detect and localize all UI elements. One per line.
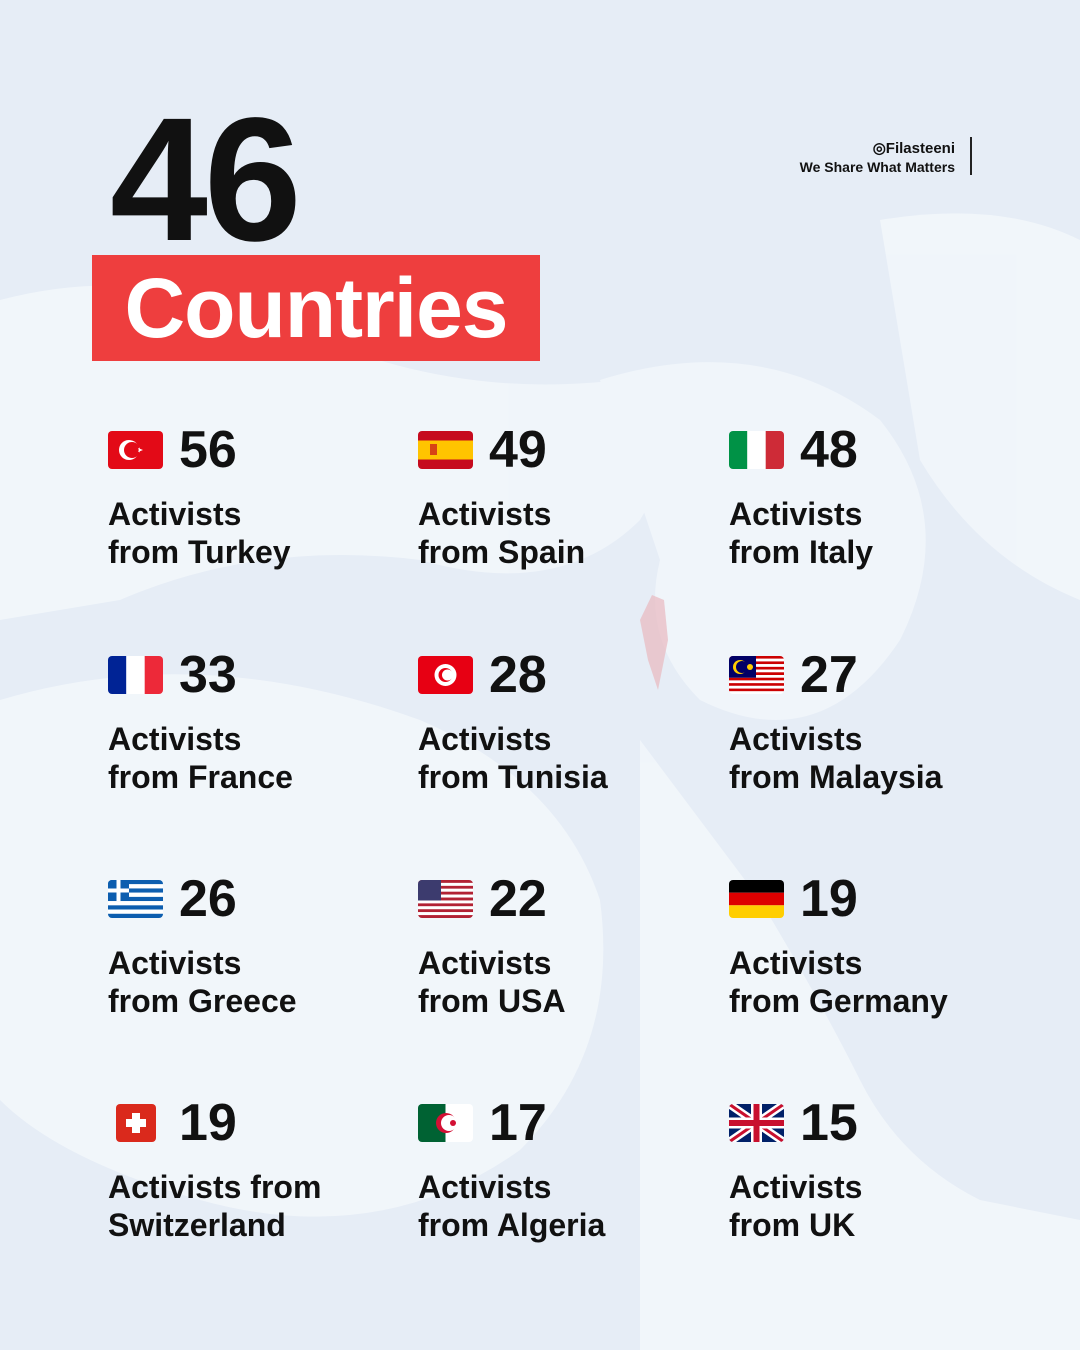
- activist-count: 48: [800, 421, 858, 479]
- label-line1: Activists: [729, 721, 863, 757]
- label-line2: from Italy: [729, 534, 874, 570]
- label-line2: from Germany: [729, 983, 948, 1019]
- country-label: Activists from Italy: [729, 495, 1029, 571]
- headline-number: 46: [110, 82, 302, 278]
- country-label: Activists from Malaysia: [729, 720, 1029, 796]
- country-card-spain: 49 Activists from Spain: [418, 421, 718, 571]
- activist-count: 19: [800, 870, 858, 928]
- label-line2: from Turkey: [108, 534, 291, 570]
- label-line2: from Greece: [108, 983, 297, 1019]
- activist-count: 28: [489, 646, 547, 704]
- activist-count: 15: [800, 1094, 858, 1152]
- label-line1: Activists: [729, 945, 863, 981]
- country-label: Activists from USA: [418, 944, 718, 1020]
- country-card-germany: 19 Activists from Germany: [729, 870, 1029, 1020]
- flag-greece-icon: [108, 880, 163, 918]
- activist-count: 17: [489, 1094, 547, 1152]
- country-card-malaysia: 27 Activists from Malaysia: [729, 646, 1029, 796]
- flag-uk-icon: [729, 1104, 784, 1142]
- activist-count: 56: [179, 421, 237, 479]
- activist-count: 26: [179, 870, 237, 928]
- label-line2: from Spain: [418, 534, 586, 570]
- country-label: Activists from UK: [729, 1168, 1029, 1244]
- label-line1: Activists: [108, 496, 242, 532]
- label-line1: Activists: [418, 496, 552, 532]
- label-line2: from Algeria: [418, 1207, 606, 1243]
- flag-tunisia-icon: [418, 656, 473, 694]
- country-card-switzerland: 19 Activists from Switzerland: [108, 1094, 408, 1244]
- flag-algeria-icon: [418, 1104, 473, 1142]
- activist-count: 22: [489, 870, 547, 928]
- country-card-usa: 22 Activists from USA: [418, 870, 718, 1020]
- country-label: Activists from Greece: [108, 944, 408, 1020]
- divider: [970, 137, 972, 175]
- label-line2: Switzerland: [108, 1207, 286, 1243]
- label-line2: from UK: [729, 1207, 856, 1243]
- activist-count: 27: [800, 646, 858, 704]
- country-label: Activists from Algeria: [418, 1168, 718, 1244]
- country-card-greece: 26 Activists from Greece: [108, 870, 408, 1020]
- country-card-france: 33 Activists from France: [108, 646, 408, 796]
- country-label: Activists from Turkey: [108, 495, 408, 571]
- country-label: Activists from Germany: [729, 944, 1029, 1020]
- country-card-algeria: 17 Activists from Algeria: [418, 1094, 718, 1244]
- instagram-icon: ◎: [872, 140, 886, 157]
- country-label: Activists from Spain: [418, 495, 718, 571]
- flag-switzerland-icon: [108, 1104, 163, 1142]
- activist-count: 19: [179, 1094, 237, 1152]
- brand-handle: Filasteeni: [885, 140, 955, 157]
- label-line2: from USA: [418, 983, 566, 1019]
- label-line1: Activists: [108, 721, 242, 757]
- label-line1: Activists: [729, 496, 863, 532]
- label-line1: Activists: [418, 721, 552, 757]
- label-line1: Activists: [418, 1169, 552, 1205]
- country-card-uk: 15 Activists from UK: [729, 1094, 1029, 1244]
- headline-label: Countries: [92, 255, 540, 361]
- country-label: Activists from Switzerland: [108, 1168, 408, 1244]
- activist-count: 49: [489, 421, 547, 479]
- flag-germany-icon: [729, 880, 784, 918]
- label-line2: from France: [108, 759, 293, 795]
- flag-spain-icon: [418, 431, 473, 469]
- label-line1: Activists: [729, 1169, 863, 1205]
- flag-malaysia-icon: [729, 656, 784, 694]
- country-card-italy: 48 Activists from Italy: [729, 421, 1029, 571]
- flag-usa-icon: [418, 880, 473, 918]
- label-line2: from Tunisia: [418, 759, 608, 795]
- brand-tagline: We Share What Matters: [799, 159, 955, 175]
- country-card-tunisia: 28 Activists from Tunisia: [418, 646, 718, 796]
- activist-count: 33: [179, 646, 237, 704]
- label-line1: Activists: [108, 945, 242, 981]
- country-label: Activists from Tunisia: [418, 720, 718, 796]
- country-label: Activists from France: [108, 720, 408, 796]
- label-line1: Activists: [418, 945, 552, 981]
- label-line2: from Malaysia: [729, 759, 943, 795]
- flag-turkey-icon: [108, 431, 163, 469]
- flag-france-icon: [108, 656, 163, 694]
- brand-block: ◎Filasteeni We Share What Matters: [800, 140, 955, 176]
- flag-italy-icon: [729, 431, 784, 469]
- country-card-turkey: 56 Activists from Turkey: [108, 421, 408, 571]
- label-line1: Activists from: [108, 1169, 322, 1205]
